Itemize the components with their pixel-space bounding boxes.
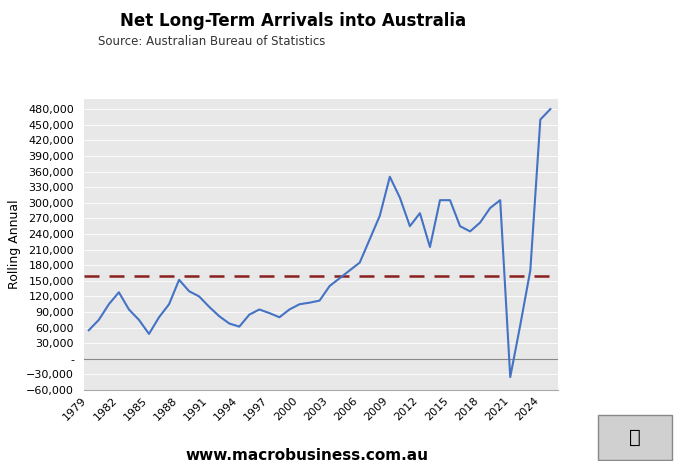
Text: BUSINESS: BUSINESS: [577, 60, 662, 75]
Text: Net Long-Term Arrivals into Australia: Net Long-Term Arrivals into Australia: [120, 12, 466, 30]
Y-axis label: Rolling Annual: Rolling Annual: [8, 200, 21, 289]
Text: MACRO: MACRO: [588, 29, 651, 44]
Text: www.macrobusiness.com.au: www.macrobusiness.com.au: [186, 448, 429, 463]
Text: Source: Australian Bureau of Statistics: Source: Australian Bureau of Statistics: [98, 35, 325, 48]
Text: 🐺: 🐺: [630, 428, 641, 446]
FancyBboxPatch shape: [598, 415, 672, 460]
